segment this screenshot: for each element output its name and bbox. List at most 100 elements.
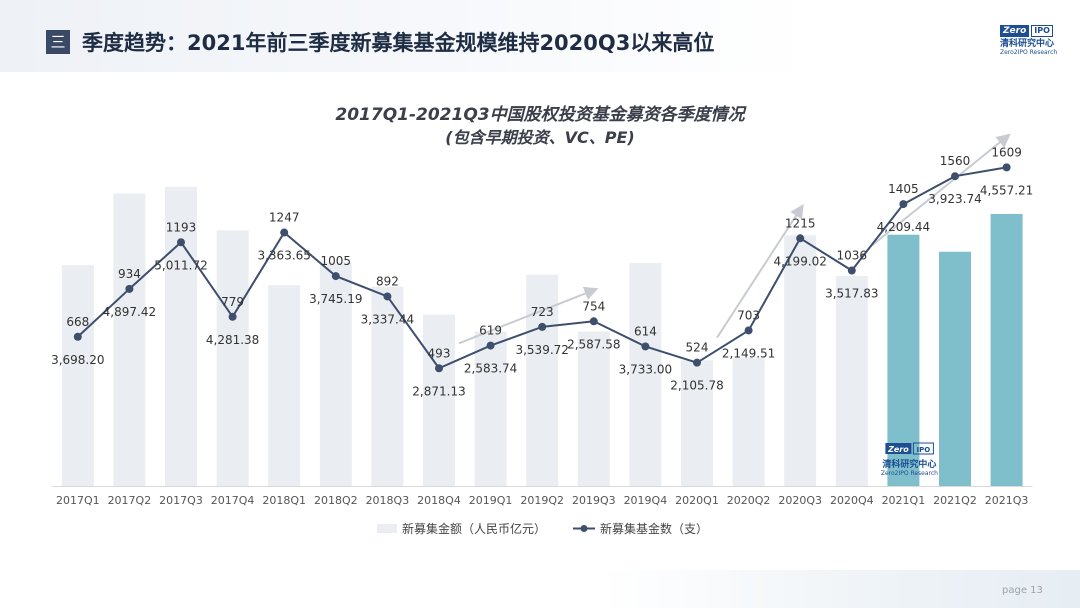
amount-label: 3,698.20 [51, 353, 104, 367]
bar-2018Q4 [423, 314, 455, 486]
x-tick-label: 2020Q4 [830, 494, 874, 507]
amount-label: 3,517.83 [825, 287, 878, 301]
amount-label: 4,557.21 [980, 183, 1033, 197]
amount-label: 4,897.42 [103, 305, 156, 319]
amount-label: 2,149.51 [722, 346, 775, 360]
x-tick-label: 2021Q1 [882, 494, 926, 507]
page-number-value: 13 [1030, 585, 1043, 596]
fund-count-point-2020Q1 [693, 358, 701, 367]
amount-label: 3,745.19 [309, 292, 362, 306]
x-tick-label: 2017Q2 [108, 494, 152, 507]
x-tick-label: 2019Q1 [469, 494, 513, 507]
fund-count-label: 614 [634, 324, 657, 338]
watermark-mark-box [885, 443, 912, 454]
watermark-mark-frame [912, 442, 934, 455]
amount-label: 5,011.72 [154, 258, 207, 272]
amount-label: 2,583.74 [464, 362, 517, 376]
legend-bar-label: 新募集金额（人民币亿元） [402, 521, 546, 536]
bar-2019Q3 [577, 331, 610, 486]
legend-line-marker [580, 525, 588, 532]
fund-count-point-2018Q4 [435, 364, 443, 373]
bar-2020Q1 [681, 360, 713, 486]
fund-count-point-2018Q1 [280, 228, 289, 237]
fund-count-point-2019Q3 [589, 317, 598, 326]
amount-label: 3,363.65 [257, 249, 310, 263]
fund-count-point-2019Q4 [641, 342, 650, 351]
amount-label: 2,871.13 [412, 384, 465, 398]
bar-2017Q3 [165, 186, 197, 486]
fund-count-point-2021Q1 [899, 200, 908, 209]
fund-count-label: 1560 [940, 154, 971, 168]
x-tick-label: 2018Q2 [314, 494, 358, 507]
fund-count-point-2018Q3 [383, 292, 392, 301]
x-tick-label: 2017Q3 [159, 494, 203, 507]
bar-2018Q2 [319, 262, 352, 486]
fund-count-point-2018Q2 [331, 272, 340, 281]
fund-count-label: 779 [221, 295, 244, 309]
amount-label: 4,281.38 [206, 333, 259, 347]
fund-count-point-2017Q3 [177, 238, 185, 247]
logo-mark-right: IPO [1031, 25, 1053, 37]
amount-label: 2,587.58 [567, 337, 620, 351]
fund-count-label: 892 [376, 274, 399, 288]
fund-count-label: 1005 [321, 254, 352, 268]
x-tick-label: 2020Q1 [675, 494, 719, 507]
x-tick-label: 2018Q4 [417, 494, 461, 507]
amount-label: 2,105.78 [670, 379, 723, 393]
fund-count-label: 1193 [166, 220, 197, 234]
fund-count-point-2019Q2 [538, 322, 547, 331]
bar-2018Q1 [268, 285, 301, 486]
fund-count-point-2017Q1 [73, 332, 82, 341]
bar-2021Q3 [990, 213, 1023, 486]
x-tick-label: 2017Q4 [211, 494, 255, 507]
logo-name-en: Zero2IPO Research [1000, 49, 1058, 56]
bar-2017Q2 [113, 193, 146, 486]
x-tick-label: 2019Q3 [572, 494, 616, 507]
x-tick-label: 2017Q1 [56, 494, 100, 507]
amount-label: 3,923.74 [928, 192, 981, 206]
fund-count-point-2020Q4 [847, 266, 856, 275]
bar-2018Q3 [371, 286, 404, 486]
bar-2019Q1 [474, 331, 507, 486]
bar-2017Q1 [61, 265, 94, 486]
x-tick-label: 2018Q3 [366, 494, 410, 507]
x-tick-label: 2021Q3 [985, 494, 1029, 507]
legend-line-label: 新募集基金数（支） [600, 521, 708, 536]
bar-2019Q4 [629, 263, 662, 486]
fund-count-label: 1036 [837, 249, 868, 263]
x-tick-label: 2021Q2 [933, 494, 977, 507]
footer-band [600, 570, 1080, 608]
page-title: 季度趋势：2021年前三季度新募集基金规模维持2020Q3以来高位 [82, 31, 715, 55]
fund-count-label: 1215 [785, 216, 816, 230]
amount-label: 3,733.00 [619, 362, 672, 376]
page-number: page 13 [1002, 585, 1043, 596]
amount-label: 4,199.02 [773, 254, 826, 268]
amount-label: 3,539.72 [515, 343, 568, 357]
watermark-name-en: Zero2IPO Research [881, 470, 938, 477]
fund-count-label: 493 [428, 346, 451, 360]
zero2ipo-logo: Zero IPO 清科研究中心 Zero2IPO Research [1000, 25, 1060, 61]
fund-count-point-2021Q3 [1002, 163, 1011, 172]
fund-count-label: 723 [531, 305, 554, 319]
header-background [0, 0, 1080, 72]
fund-count-point-2020Q3 [796, 234, 805, 243]
x-tick-label: 2018Q1 [262, 494, 306, 507]
fund-count-point-2021Q2 [951, 172, 959, 181]
amount-label: 4,209.44 [877, 220, 930, 234]
logo-name-cn: 清科研究中心 [1000, 39, 1055, 49]
page-label-text: page [1002, 585, 1027, 596]
fund-count-label: 524 [686, 341, 709, 355]
trend-arrow-2 [716, 203, 804, 339]
fund-count-point-2017Q4 [228, 312, 237, 321]
amount-label: 3,337.44 [361, 312, 414, 326]
chart-subtitle: (包含早期投资、VC、PE) [445, 128, 634, 147]
watermark-name-cn: 清科研究中心 [882, 458, 936, 470]
watermark-mark-right: IPO [917, 446, 931, 454]
menu-icon: 三 [46, 30, 70, 54]
bar-2020Q2 [732, 357, 765, 486]
trend-arrow-3 [871, 133, 1011, 247]
fund-count-label: 1405 [888, 182, 919, 196]
fund-count-point-2020Q2 [744, 326, 753, 335]
fund-count-label: 668 [66, 315, 89, 329]
